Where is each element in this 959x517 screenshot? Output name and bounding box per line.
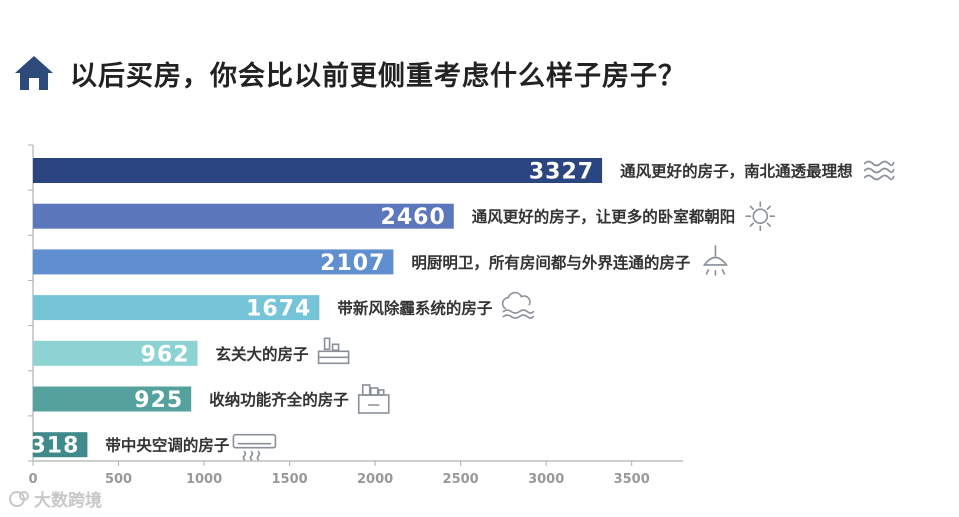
x-tick-label: 1500: [271, 472, 307, 487]
ceiling-lamp-icon: [702, 245, 729, 276]
bar-value-label: 925: [134, 388, 183, 413]
watermark-text: 大数跨境: [34, 491, 102, 511]
bar-category-label: 带新风除霾系统的房子: [337, 299, 493, 318]
bar-category-label: 玄关大的房子: [216, 344, 310, 363]
bar: [33, 203, 454, 229]
cloud-fresh-air-icon: [501, 291, 535, 319]
bar: [33, 340, 198, 366]
sun-icon: [745, 201, 776, 231]
bar: [33, 432, 88, 458]
x-tick-label: 0: [28, 472, 37, 487]
bar-value-label: 3327: [529, 160, 594, 185]
bar-category-label: 收纳功能齐全的房子: [209, 390, 349, 409]
air-conditioner-icon: [232, 433, 277, 461]
entrance-cabinet-icon: [317, 337, 350, 365]
x-tick-label: 500: [105, 472, 132, 487]
house-icon: [15, 56, 53, 90]
page-title: 以后买房，你会比以前更侧重考虑什么样子房子？: [70, 60, 686, 92]
bar-value-label: 962: [141, 342, 190, 367]
wind-icon: [863, 160, 895, 181]
bar: [33, 249, 394, 275]
bar: [33, 158, 603, 183]
bar-value-label: 1674: [246, 297, 311, 322]
bar: [33, 295, 320, 321]
header: 以后买房，你会比以前更侧重考虑什么样子房子？: [12, 48, 686, 98]
x-tick-label: 3000: [528, 472, 564, 487]
x-tick-label: 2000: [357, 472, 393, 487]
x-tick-label: 3500: [614, 472, 650, 487]
bar-category-label: 通风更好的房子，南北通透最理想: [620, 162, 853, 181]
x-tick-label: 2500: [443, 472, 479, 487]
bar-category-label: 明厨明卫，所有房间都与外界连通的房子: [411, 253, 691, 272]
x-tick-label: 1000: [186, 472, 222, 487]
watermark: 大数跨境: [8, 486, 102, 511]
bar-category-label: 通风更好的房子，让更多的卧室都朝阳: [472, 207, 736, 226]
bar-value-label: 318: [30, 434, 79, 459]
bar-value-label: 2107: [320, 251, 385, 276]
watermark-logo-icon: [9, 490, 29, 507]
bar-value-label: 2460: [381, 205, 446, 230]
storage-box-icon: [357, 384, 390, 414]
bar-category-label: 带中央空调的房子: [105, 436, 230, 455]
bar: [33, 386, 192, 412]
